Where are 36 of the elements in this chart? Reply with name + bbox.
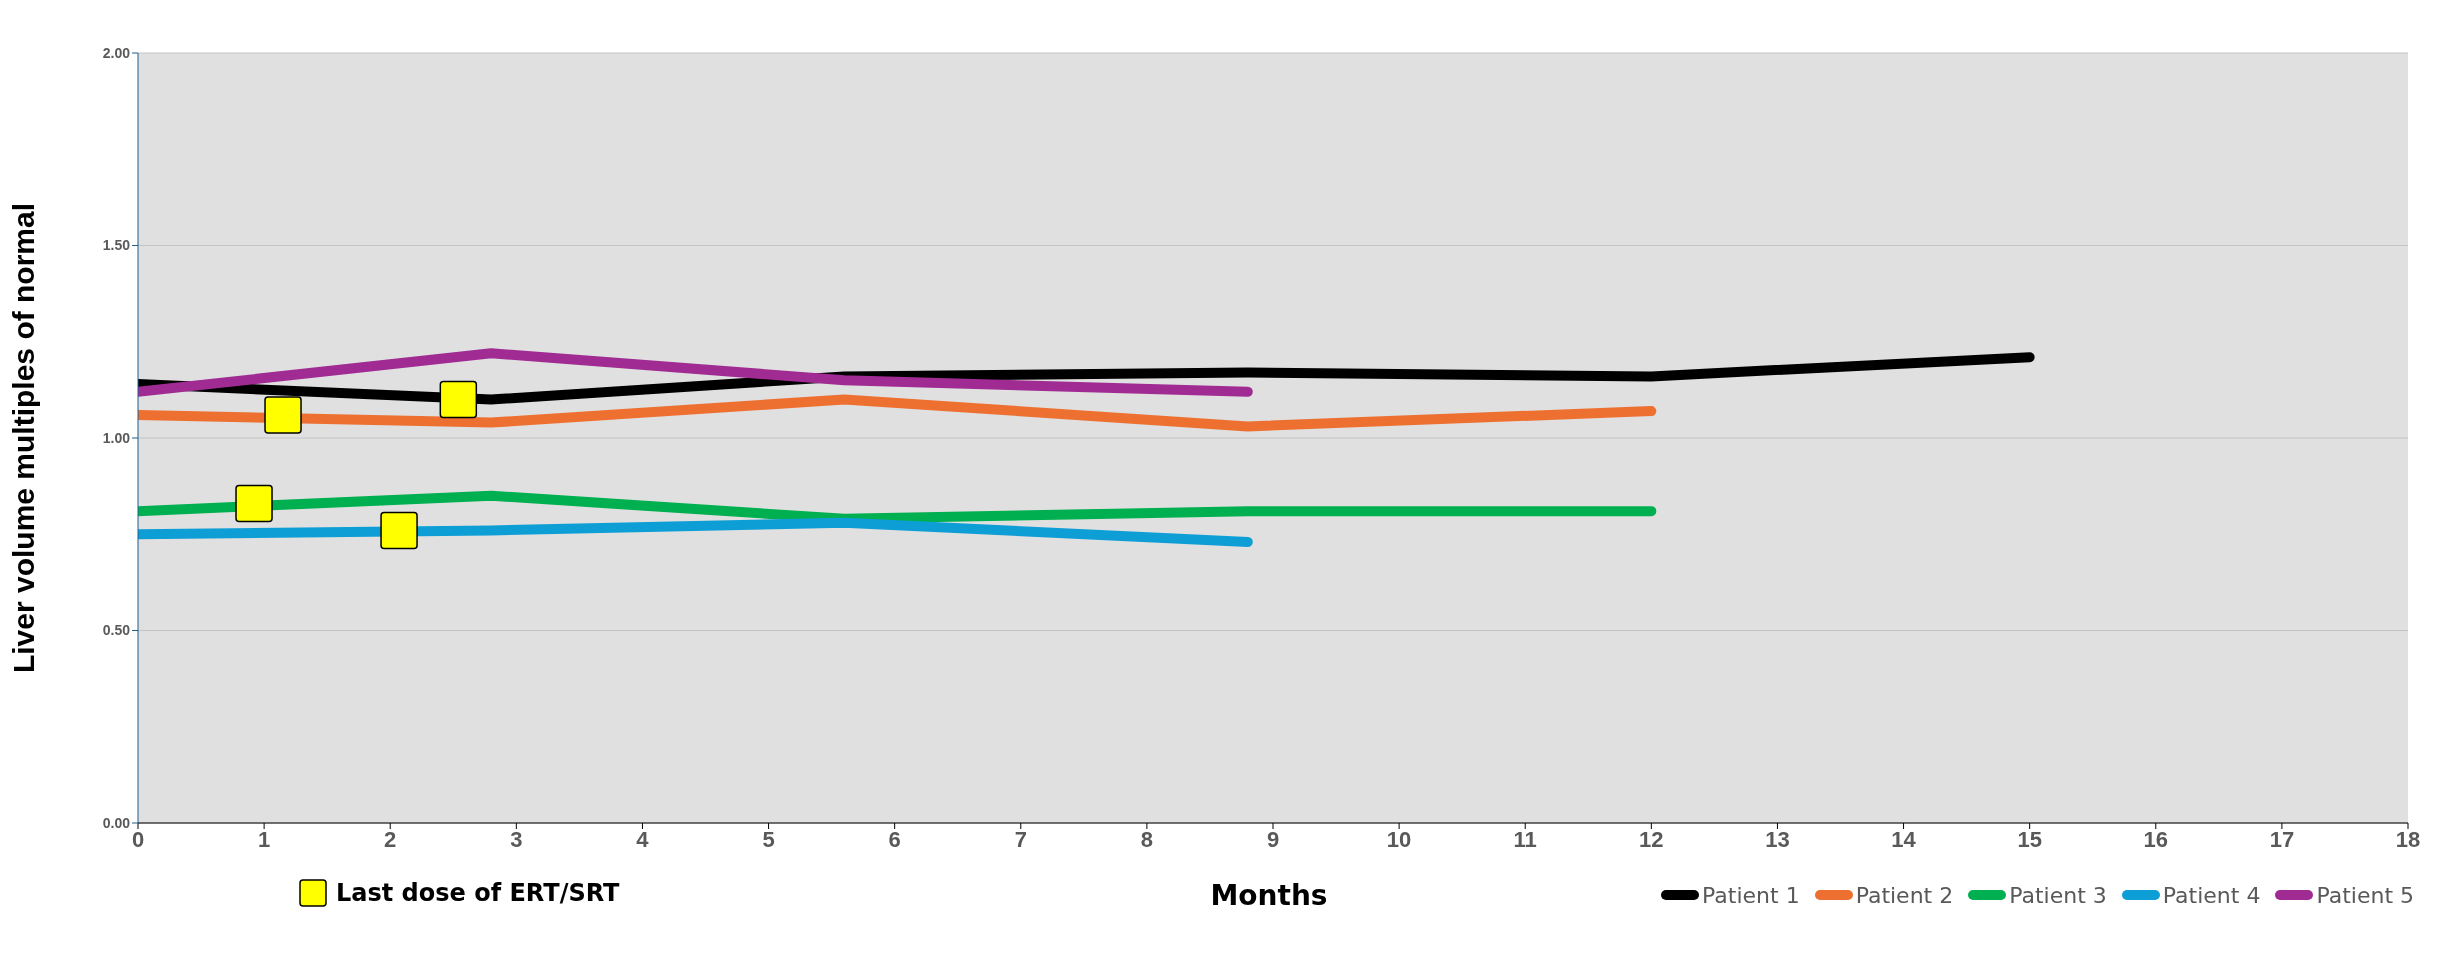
legend-label: Patient 3 bbox=[2008, 882, 2107, 908]
x-tick-label: 9 bbox=[1266, 826, 1280, 852]
legend-label: Patient 5 bbox=[2315, 882, 2414, 908]
x-tick-label: 18 bbox=[2395, 826, 2421, 852]
point bbox=[439, 380, 478, 419]
legend-label: Patient 2 bbox=[1854, 882, 1954, 908]
x-tick-label: 17 bbox=[2269, 826, 2295, 852]
point bbox=[264, 396, 302, 434]
y-tick-label: 2.00 bbox=[102, 44, 131, 61]
y-axis-title: Liver volume multiples of normal bbox=[6, 202, 40, 674]
x-tick-label: 0 bbox=[131, 826, 145, 852]
x-tick-label: 11 bbox=[1513, 826, 1537, 852]
x-tick-label: 16 bbox=[2143, 826, 2169, 852]
legend-label: Patient 1 bbox=[1701, 882, 1800, 908]
x-tick-label: 15 bbox=[2017, 826, 2042, 852]
x-tick-label: 3 bbox=[510, 826, 523, 852]
y-tick-label: 1.00 bbox=[102, 429, 131, 446]
x-tick-label: 6 bbox=[888, 826, 901, 852]
x-tick-label: 8 bbox=[1140, 826, 1154, 852]
x-tick-label: 1 bbox=[257, 826, 271, 852]
x-tick-label: 4 bbox=[636, 826, 650, 852]
y-tick-label: 0.00 bbox=[102, 814, 131, 831]
legend-label: Last dose of ERT/SRT bbox=[335, 878, 620, 908]
y-tick-label: 1.50 bbox=[102, 237, 131, 254]
x-tick-label: 2 bbox=[384, 826, 397, 852]
x-axis-title: Months bbox=[1210, 878, 1328, 912]
x-tick-label: 10 bbox=[1386, 826, 1412, 852]
y-tick-label: 0.50 bbox=[102, 622, 131, 639]
point bbox=[380, 511, 418, 550]
x-tick-label: 7 bbox=[1014, 826, 1027, 852]
x-tick-label: 12 bbox=[1639, 826, 1664, 852]
x-tick-label: 13 bbox=[1765, 826, 1790, 852]
legend-label: Patient 4 bbox=[2161, 882, 2261, 908]
point bbox=[235, 484, 273, 523]
x-tick-label: 5 bbox=[762, 826, 775, 852]
x-tick-label: 14 bbox=[1891, 826, 1917, 852]
